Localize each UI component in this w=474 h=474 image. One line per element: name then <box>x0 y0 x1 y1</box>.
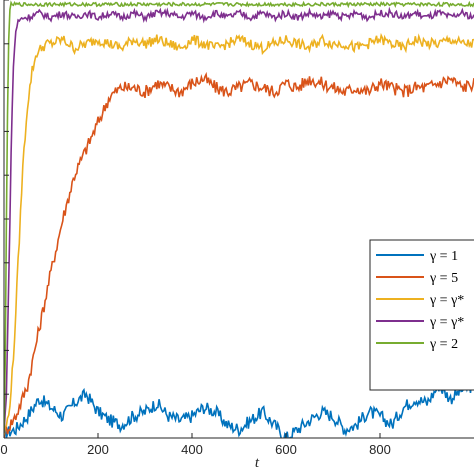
legend-label: γ = γ* <box>429 315 464 330</box>
x-tick-label: 400 <box>181 442 203 457</box>
axes <box>3 0 474 439</box>
legend-label: γ = 2 <box>429 337 458 352</box>
series-line-5 <box>4 0 474 433</box>
series-line-4 <box>4 6 474 433</box>
series-line-1 <box>4 378 474 438</box>
x-axis-ticks: 0 200 400 600 800 <box>0 433 391 457</box>
legend-label: γ = γ* <box>429 293 464 308</box>
x-tick-label: 200 <box>87 442 109 457</box>
x-tick-label: 800 <box>369 442 391 457</box>
x-tick-label: 0 <box>0 442 7 457</box>
legend: γ = 1 γ = 5 γ = γ* γ = γ* γ = 2 <box>369 239 474 391</box>
legend-box <box>369 239 474 391</box>
legend-label: γ = 5 <box>429 271 458 286</box>
legend-label: γ = 1 <box>429 249 458 264</box>
series-line-3 <box>4 32 474 436</box>
x-tick-label: 600 <box>275 442 297 457</box>
x-axis-label: t <box>255 455 260 471</box>
series-layer <box>4 0 474 438</box>
series-line-2 <box>4 71 474 438</box>
